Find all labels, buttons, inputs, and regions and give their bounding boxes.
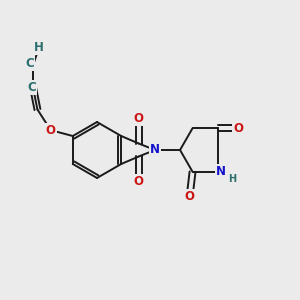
Text: H: H [34, 41, 44, 54]
Text: O: O [184, 190, 195, 203]
Text: O: O [233, 122, 243, 135]
Text: O: O [134, 112, 144, 125]
Text: C: C [26, 57, 34, 70]
Text: O: O [46, 124, 56, 136]
Text: O: O [134, 175, 144, 188]
Text: H: H [228, 174, 236, 184]
Text: C: C [27, 81, 36, 94]
Text: N: N [150, 143, 160, 157]
Text: N: N [216, 165, 226, 178]
